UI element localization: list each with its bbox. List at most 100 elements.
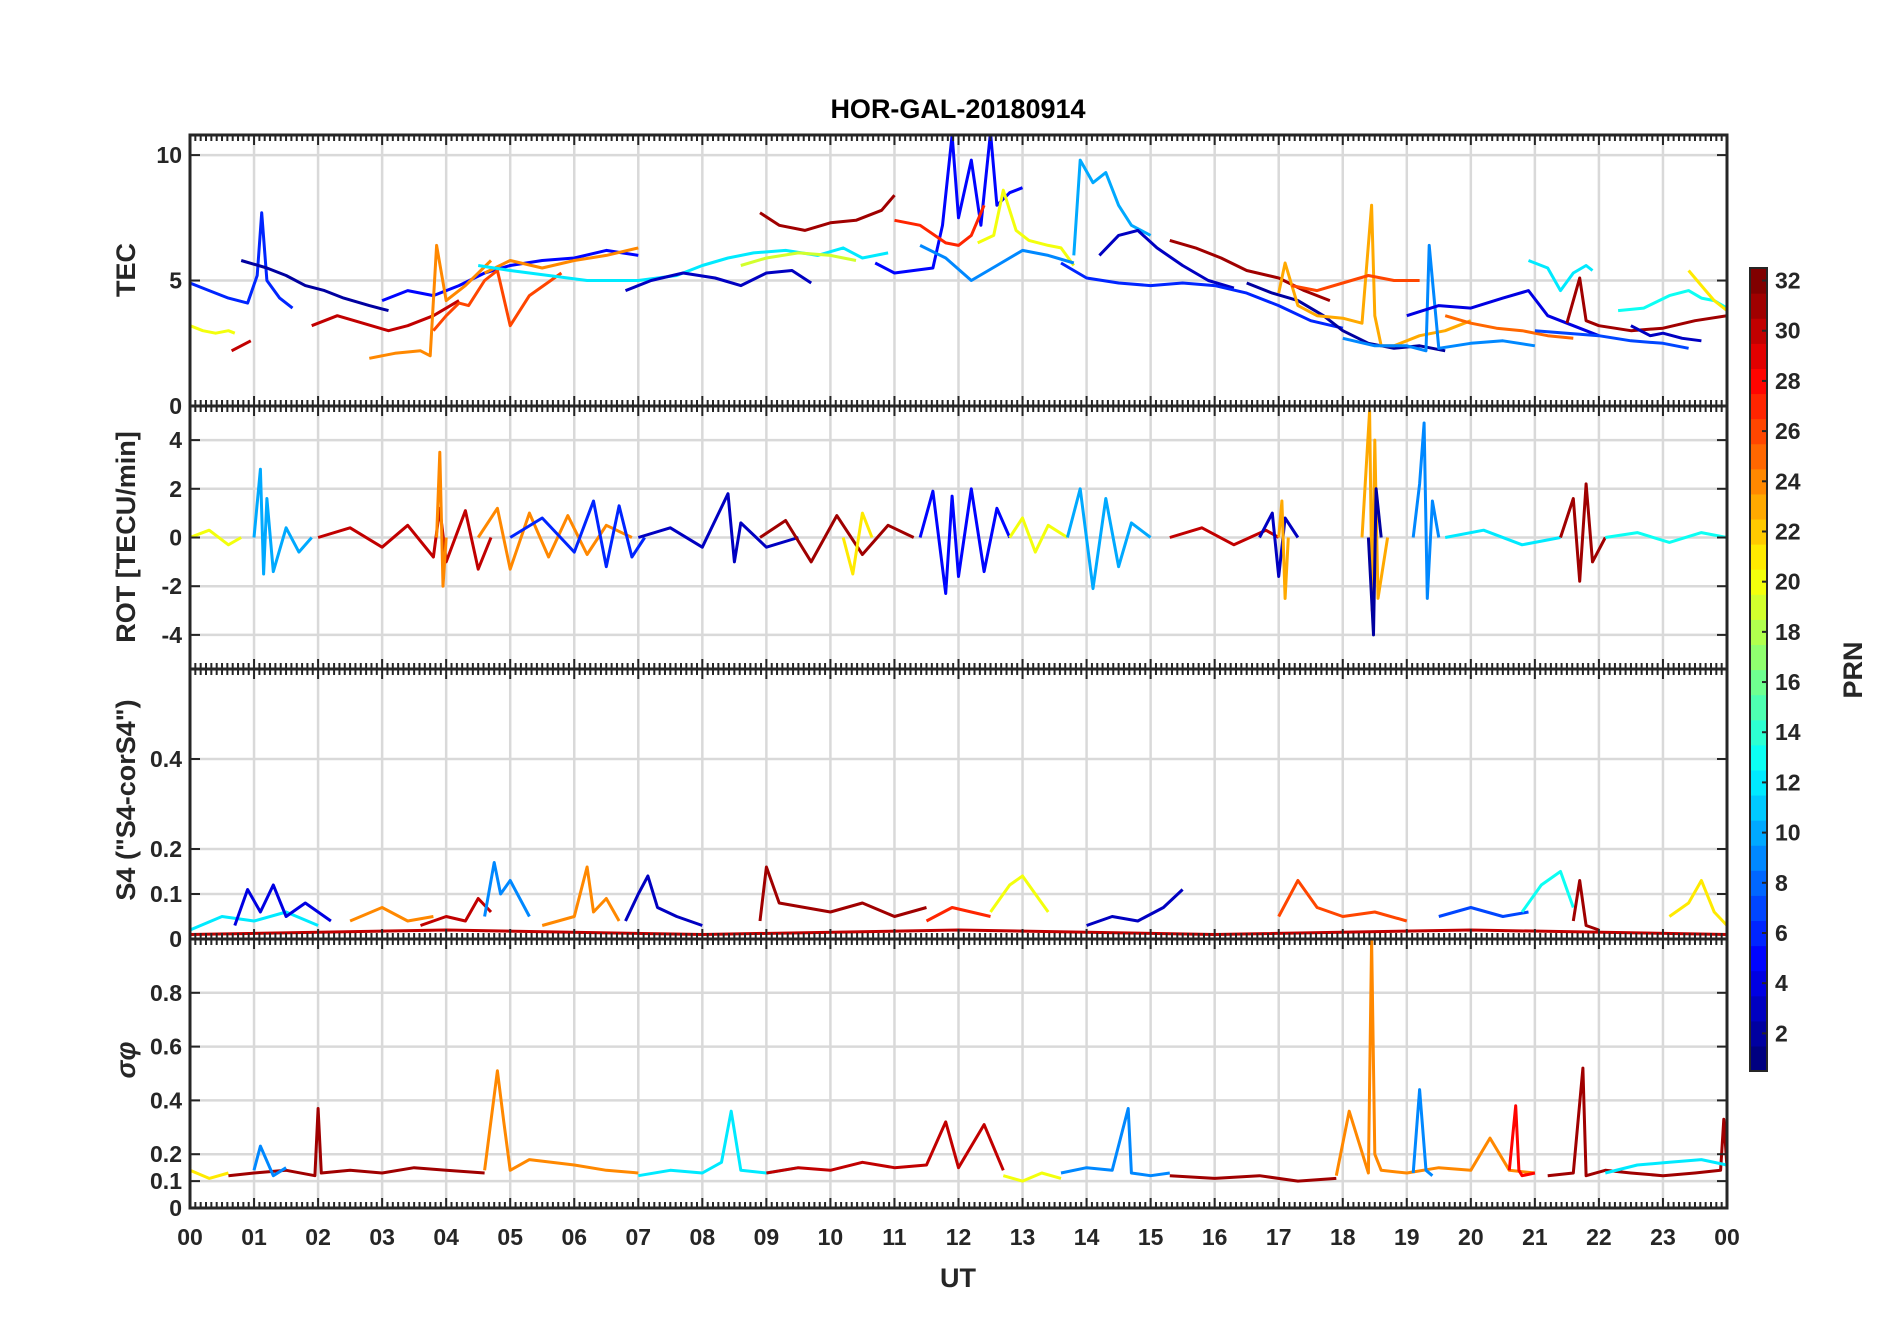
- panel-s4: 0 0.1 0.2 0.4: [150, 667, 1729, 952]
- series-prn-5: [874, 135, 1024, 275]
- y-axis-label-s4: S4 ("S4-corS4"): [111, 699, 141, 900]
- series-prn-28: [1507, 1104, 1536, 1178]
- series-prn-6: [190, 211, 294, 310]
- x-tick-label: 03: [369, 1224, 395, 1250]
- series-prn-7: [1534, 329, 1689, 350]
- series-prn-9: [1411, 1088, 1434, 1177]
- series-prn-31: [1559, 482, 1607, 583]
- colorbar-segment: [1750, 368, 1767, 395]
- colorbar-segment: [1750, 820, 1767, 846]
- series-prn-10: [1065, 487, 1152, 591]
- y-axis-label-s4-text: S4 ("S4-corS4"): [111, 699, 141, 900]
- x-tick-label: 02: [305, 1224, 331, 1250]
- series-prn-3: [624, 269, 813, 292]
- series-prn-31: [1169, 238, 1331, 302]
- series-prn-31: [758, 865, 927, 922]
- series-prn-3: [624, 874, 703, 927]
- series-prn-24: [369, 243, 493, 360]
- series-prn-10: [1072, 158, 1152, 256]
- y-tick-label: -4: [162, 622, 183, 648]
- series-prn-23: [1277, 499, 1290, 600]
- series-prn-7: [1438, 906, 1529, 918]
- series-prn-30: [1169, 526, 1280, 547]
- x-axis-label: UT: [940, 1263, 976, 1293]
- series-prn-24: [1334, 939, 1536, 1176]
- y-tick-label: 0: [169, 1195, 182, 1221]
- y-axis-label-tec-text: TEC: [111, 243, 141, 297]
- series-prn-30: [230, 339, 252, 353]
- series-prn-12: [477, 246, 889, 282]
- series-prn-31: [759, 194, 896, 232]
- series-prn-20: [989, 874, 1050, 913]
- series-prn-9: [1342, 243, 1536, 353]
- y-tick-label: 10: [156, 142, 182, 168]
- colorbar-segment: [1750, 970, 1767, 997]
- series-prn-5: [918, 487, 1012, 595]
- series-prn-31: [228, 1107, 485, 1178]
- series-prn-12: [1527, 259, 1594, 293]
- colorbar-segment: [1750, 769, 1767, 796]
- series-prn-26: [1291, 274, 1420, 293]
- y-tick-label: 4: [169, 427, 182, 453]
- series-prn-6: [1060, 261, 1344, 330]
- series-group: [190, 135, 1727, 360]
- colorbar-tick-label: 4: [1775, 970, 1788, 996]
- series-prn-4: [1406, 289, 1600, 338]
- colorbar-segment: [1750, 794, 1767, 821]
- series-prn-23: [1277, 203, 1472, 348]
- series-prn-19: [740, 251, 857, 267]
- colorbar-segment: [1750, 995, 1767, 1022]
- colorbar-segment: [1750, 443, 1767, 470]
- x-tick-label: 10: [818, 1224, 844, 1250]
- series-prn-20: [1002, 1171, 1062, 1183]
- colorbar-segment: [1750, 895, 1767, 922]
- x-tick-label: 11: [882, 1224, 907, 1250]
- series-prn-3: [1630, 324, 1702, 343]
- colorbar-segment: [1750, 845, 1767, 871]
- colorbar-segment: [1750, 694, 1767, 721]
- series-prn-31: [1169, 1174, 1337, 1183]
- y-tick-label: 0.1: [150, 881, 182, 907]
- y-tick-label: 0.4: [150, 746, 182, 772]
- series-prn-9: [483, 861, 531, 918]
- series-prn-24: [483, 246, 639, 275]
- y-tick-label: -2: [162, 573, 182, 599]
- x-tick-label: 22: [1586, 1224, 1612, 1250]
- colorbar-segment: [1750, 870, 1767, 896]
- series-prn-24: [483, 1069, 639, 1175]
- series-prn-31: [1565, 276, 1727, 333]
- y-tick-label: 0.4: [150, 1087, 182, 1113]
- series-prn-31: [759, 514, 915, 564]
- series-prn-9: [252, 1144, 287, 1178]
- series-prn-23: [1360, 409, 1390, 613]
- colorbar-segment: [1750, 719, 1767, 746]
- colorbar-tick-label: 14: [1775, 719, 1801, 745]
- x-tick-label: 18: [1330, 1224, 1356, 1250]
- y-tick-label: 0.6: [150, 1034, 182, 1060]
- colorbar-segment: [1750, 569, 1767, 595]
- colorbar-tick-label: 30: [1775, 318, 1801, 344]
- colorbar-segment: [1750, 393, 1767, 420]
- series-prn-3: [1258, 511, 1300, 578]
- colorbar-tick-label: 6: [1775, 920, 1788, 946]
- y-axis-label-rot-text: ROT [TECU/min]: [111, 431, 141, 642]
- y-tick-label: 0.2: [150, 1141, 182, 1167]
- x-tick-label: 23: [1650, 1224, 1676, 1250]
- series-prn-20: [1008, 516, 1069, 554]
- series-prn-30: [766, 1120, 1005, 1175]
- colorbar-tick-label: 24: [1775, 468, 1801, 494]
- x-tick-label: 17: [1266, 1224, 1292, 1250]
- x-tick-label: 06: [561, 1224, 587, 1250]
- colorbar-tick-label: 8: [1775, 870, 1788, 896]
- series-prn-3: [637, 492, 799, 564]
- x-tick-label: 13: [1010, 1224, 1036, 1250]
- series-prn-12: [1604, 1158, 1727, 1175]
- series-prn-21: [841, 511, 874, 576]
- series-prn-10: [252, 467, 313, 576]
- series-group: [190, 409, 1727, 637]
- colorbar-segment: [1750, 945, 1767, 972]
- x-tick-label: 16: [1202, 1224, 1228, 1250]
- colorbar-segment: [1750, 493, 1767, 520]
- series-prn-27: [894, 204, 986, 247]
- series-prn-26: [432, 269, 563, 332]
